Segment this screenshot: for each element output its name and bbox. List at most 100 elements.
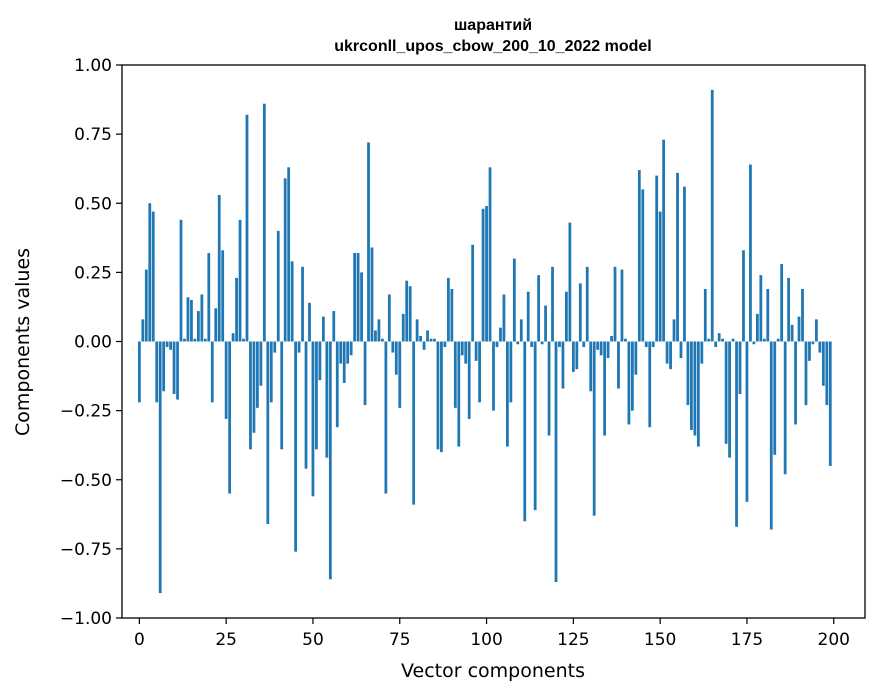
bar-119 — [551, 266, 554, 342]
bar-163 — [703, 288, 707, 342]
bar-192 — [804, 341, 808, 406]
bar-86 — [436, 341, 440, 450]
x-tick-label: 25 — [215, 630, 237, 650]
bar-62 — [353, 253, 357, 342]
bar-159 — [690, 341, 693, 430]
bar-144 — [637, 170, 641, 342]
bar-37 — [266, 341, 270, 524]
y-axis-label: Components values — [12, 248, 34, 436]
bar-195 — [815, 319, 818, 342]
bar-34 — [256, 341, 259, 408]
bar-30 — [242, 338, 245, 342]
bar-181 — [766, 288, 770, 342]
bar-103 — [495, 341, 499, 348]
bar-84 — [429, 338, 433, 342]
bar-59 — [342, 341, 346, 383]
bar-76 — [401, 313, 405, 342]
bar-14 — [186, 297, 190, 342]
bar-138 — [617, 341, 620, 389]
bar-73 — [391, 341, 395, 353]
x-tick-label: 50 — [302, 630, 324, 650]
bar-64 — [360, 272, 363, 342]
bar-27 — [231, 333, 235, 342]
bar-162 — [700, 341, 704, 364]
bar-153 — [669, 341, 672, 370]
x-tick-label: 75 — [389, 630, 411, 650]
bar-19 — [203, 338, 207, 342]
bar-115 — [537, 275, 541, 342]
bar-156 — [679, 341, 683, 359]
bar-170 — [728, 341, 731, 458]
bar-193 — [808, 341, 811, 361]
bar-107 — [509, 341, 513, 403]
bar-166 — [714, 341, 718, 348]
x-tick-label: 100 — [470, 630, 502, 650]
bar-121 — [558, 341, 561, 348]
bar-135 — [606, 341, 610, 359]
bar-58 — [339, 341, 343, 364]
bar-113 — [530, 341, 534, 348]
chart-subtitle: ukrconll_upos_cbow_200_10_2022 model — [334, 38, 651, 55]
bar-106 — [506, 341, 509, 447]
y-axis: −1.00 −0.75 −0.50 −0.25 0.00 0.25 0.50 0.75 1.00 — [60, 56, 122, 629]
bar-48 — [304, 341, 308, 469]
bar-100 — [485, 206, 488, 342]
bar-173 — [738, 341, 742, 395]
bar-61 — [349, 341, 353, 356]
bar-158 — [686, 341, 690, 406]
bar-68 — [374, 330, 377, 342]
bar-11 — [176, 341, 179, 400]
bar-87 — [440, 341, 443, 453]
bar-128 — [582, 341, 586, 348]
bar-89 — [446, 277, 450, 342]
bar-123 — [565, 291, 568, 342]
bar-146 — [644, 341, 648, 348]
bar-190 — [797, 316, 801, 342]
bar-94 — [464, 341, 468, 364]
y-tick-label: −0.25 — [60, 402, 112, 422]
bar-148 — [651, 341, 655, 348]
bar-116 — [540, 341, 544, 345]
bar-194 — [811, 341, 815, 345]
bar-132 — [596, 341, 600, 350]
bar-111 — [523, 341, 527, 522]
y-tick-label: 0.50 — [74, 194, 112, 214]
bar-140 — [624, 338, 627, 342]
chart-title: шарантий — [454, 17, 532, 34]
bar-4 — [151, 211, 155, 342]
bar-56 — [332, 311, 336, 342]
bar-75 — [398, 341, 402, 408]
bar-179 — [759, 275, 763, 342]
bar-0 — [137, 341, 141, 403]
bar-188 — [790, 324, 794, 342]
bar-104 — [499, 327, 502, 342]
bar-133 — [599, 341, 603, 356]
bar-74 — [394, 341, 398, 375]
bar-42 — [283, 178, 287, 342]
bar-129 — [585, 266, 589, 342]
bar-53 — [321, 316, 325, 342]
bar-183 — [773, 341, 777, 455]
x-tick-label: 0 — [134, 630, 145, 650]
bar-26 — [228, 341, 232, 494]
bar-50 — [311, 341, 315, 497]
bar-124 — [568, 222, 572, 342]
bar-99 — [481, 208, 485, 342]
bar-71 — [384, 341, 388, 494]
bar-176 — [749, 164, 752, 342]
x-tick-label: 200 — [818, 630, 850, 650]
bars-group — [137, 89, 832, 594]
bar-105 — [502, 294, 506, 342]
bar-38 — [269, 341, 273, 403]
bar-80 — [415, 319, 419, 342]
bar-93 — [460, 341, 464, 356]
bar-43 — [287, 167, 291, 342]
bar-102 — [492, 341, 495, 411]
bar-49 — [308, 302, 311, 342]
bar-175 — [745, 341, 749, 502]
y-tick-label: 1.00 — [74, 56, 112, 76]
plot-frame — [121, 64, 866, 619]
bar-178 — [755, 313, 759, 342]
bar-196 — [818, 341, 822, 353]
bar-142 — [630, 341, 634, 411]
